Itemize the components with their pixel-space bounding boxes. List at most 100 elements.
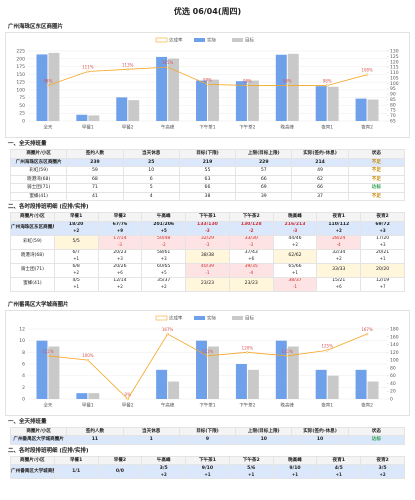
y2-tick-label: 90 <box>390 92 396 98</box>
y2-tick-label: 120 <box>390 349 399 355</box>
y2-tick-label: 65 <box>390 119 396 125</box>
spacer <box>0 292 415 300</box>
table-cell: 239 <box>66 157 124 167</box>
legend-swatch <box>194 315 205 320</box>
table-cell: 达标 <box>347 183 406 193</box>
bar <box>235 363 247 399</box>
table-cell: 201/206 +5 <box>141 220 187 236</box>
table-row: 晓港湾(68) 68 6 63 66 62 不足 <box>9 174 406 184</box>
table-cell: 44/46 +2 <box>272 234 318 250</box>
cell-diff: +2 <box>160 284 167 289</box>
cell-value: 40/39 <box>200 264 215 269</box>
column-header: 早餐1 <box>53 212 99 222</box>
table-cell: 骑士团(71) <box>9 183 68 193</box>
cell-diff: +2 <box>160 471 167 477</box>
bar <box>327 86 339 121</box>
line-point <box>206 354 209 357</box>
x-tick-label: 晚高峰 <box>281 401 295 408</box>
column-header: 商圈片/小区 <box>9 426 68 436</box>
bar <box>48 52 60 121</box>
table-cell: 9/10 +1 <box>272 464 318 479</box>
cell-diff: +1 <box>73 284 80 289</box>
column-header: 目标(下限) <box>178 149 237 159</box>
y-tick-label: 0 <box>22 396 25 402</box>
y-tick-label: 150 <box>16 72 25 78</box>
cell-value: 5/5 <box>72 239 80 244</box>
table-cell: 6/8 +2 <box>53 262 99 278</box>
cell-value: 37/43 <box>244 250 258 255</box>
line-point <box>166 332 169 335</box>
legend-label: 实际 <box>207 37 216 44</box>
data-label: 98% <box>43 78 52 83</box>
y2-tick-label: 130 <box>390 49 399 55</box>
bar <box>247 80 259 121</box>
table-row: 彩虹(59) 59 10 55 57 49 不足 <box>9 166 406 176</box>
x-tick-label: 下午茶1 <box>199 401 215 408</box>
table-cell: 4/5 +1 <box>316 464 362 479</box>
column-header: 早餐2 <box>97 212 143 222</box>
bar <box>128 100 140 121</box>
line-point <box>126 397 129 400</box>
table-cell: 37 <box>291 191 349 201</box>
y-tick-label: 100 <box>16 87 25 93</box>
table-cell: 不足 <box>347 157 406 167</box>
bar <box>315 369 327 399</box>
table-cell: 32/34 +2 <box>316 248 362 264</box>
column-header: 下午茶2 <box>228 212 274 222</box>
bar <box>275 54 287 121</box>
cell-diff: +6 <box>335 284 342 289</box>
table-cell: 133/130 -3 <box>185 220 230 236</box>
column-header: 下午茶2 <box>228 455 274 465</box>
x-tick-label: 早餐2 <box>122 401 134 408</box>
cell-value: 23/23 <box>200 281 215 286</box>
line-point <box>286 354 289 357</box>
cell-diff: -1 <box>205 270 210 275</box>
cell-diff: -4 <box>336 242 341 247</box>
table-cell: 20/26 +6 <box>97 262 143 278</box>
cell-value: 18/20 <box>68 222 84 227</box>
column-header: 目标(下限) <box>178 426 237 436</box>
data-label: 99% <box>203 77 212 82</box>
y-tick-label: 200 <box>16 56 25 62</box>
line-point <box>126 68 129 71</box>
y2-tick-label: 100 <box>390 81 399 87</box>
section: 广州番禺区大学城商圈片 0 2 4 6 8 10 12 0 20 40 60 80 100 120 140 1… <box>0 300 415 479</box>
bar <box>168 381 180 399</box>
detail-table: 商圈片/小区 早餐1 早餐2 午高峰 下午茶1 下午茶2 晚高峰 夜宵1 夜宵2 广州海珠区东区商… <box>10 212 405 292</box>
cell-value: 3/5 <box>159 465 168 471</box>
y2-tick-label: 75 <box>390 108 396 114</box>
column-header: 实际(签约-休息) <box>291 149 349 159</box>
data-label: 111% <box>42 348 54 353</box>
x-tick-label: 夜宵1 <box>321 401 333 408</box>
y-tick-label: 75 <box>19 95 25 101</box>
cell-value: 201/206 <box>153 222 175 227</box>
table-cell: 15/21 +6 <box>316 276 362 292</box>
legend-swatch <box>155 315 168 320</box>
x-tick-label: 早餐1 <box>82 401 94 408</box>
cell-diff: +2 <box>116 284 123 289</box>
table-cell: 晓港湾(68) <box>9 174 68 184</box>
cell-diff: -3 <box>249 242 254 247</box>
column-header: 状态 <box>347 426 406 436</box>
line-point <box>166 65 169 69</box>
y2-tick-label: 140 <box>390 342 399 348</box>
page-title: 优选 06/04(周四) <box>173 7 242 16</box>
column-header: 晚高峰 <box>272 455 318 465</box>
header-row: 商圈片/小区 签约人数 当天休息 目标(下限) 上限(目标上限) 实际(签约-休息) 状态 <box>9 426 406 436</box>
cell-value: 12/14 <box>113 278 127 283</box>
bar <box>196 80 207 121</box>
cell-value: 60/65 <box>157 264 171 269</box>
cell-diff: +7 <box>379 284 386 289</box>
row-name: 骑士团(71) <box>10 262 55 278</box>
table-cell: 40/39 -1 <box>185 262 230 278</box>
cell-value: 12/19 <box>375 278 390 283</box>
row-name: 广州番禺区大学城商圈片 <box>10 464 55 479</box>
column-header: 午高峰 <box>141 212 187 222</box>
cell-value: 38/38 <box>200 253 215 258</box>
cell-value: 130/128 <box>240 222 262 227</box>
cell-diff: -3 <box>117 242 122 247</box>
cell-value: 9/10 <box>289 465 301 471</box>
data-label: 108% <box>361 68 373 73</box>
y-tick-label: 25 <box>19 111 25 117</box>
y-tick-label: 0 <box>22 119 25 125</box>
